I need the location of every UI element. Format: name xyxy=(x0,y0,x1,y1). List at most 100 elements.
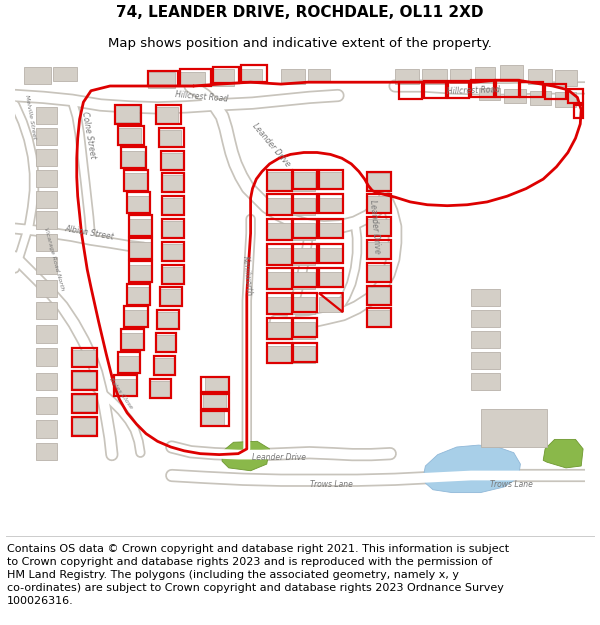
Polygon shape xyxy=(36,397,57,414)
Polygon shape xyxy=(148,72,175,88)
Polygon shape xyxy=(127,196,150,213)
Polygon shape xyxy=(450,69,471,83)
Polygon shape xyxy=(481,409,547,447)
Polygon shape xyxy=(205,377,228,392)
Polygon shape xyxy=(36,373,57,390)
Polygon shape xyxy=(238,69,262,83)
Polygon shape xyxy=(36,443,57,460)
Polygon shape xyxy=(25,67,51,84)
Polygon shape xyxy=(150,381,171,398)
Polygon shape xyxy=(36,302,57,319)
Polygon shape xyxy=(201,411,224,426)
Polygon shape xyxy=(267,248,290,264)
Polygon shape xyxy=(36,421,57,437)
Text: Contains OS data © Crown copyright and database right 2021. This information is : Contains OS data © Crown copyright and d… xyxy=(7,544,509,606)
Polygon shape xyxy=(124,173,148,191)
Polygon shape xyxy=(178,72,205,86)
Polygon shape xyxy=(267,272,290,289)
Polygon shape xyxy=(267,222,290,240)
Polygon shape xyxy=(36,211,57,229)
Polygon shape xyxy=(367,288,390,304)
Polygon shape xyxy=(267,322,290,339)
Polygon shape xyxy=(292,198,315,215)
Polygon shape xyxy=(162,266,184,284)
Text: Leander Drive: Leander Drive xyxy=(368,199,382,254)
Polygon shape xyxy=(157,312,179,329)
Polygon shape xyxy=(367,196,390,213)
Polygon shape xyxy=(155,335,176,352)
Polygon shape xyxy=(319,297,342,312)
Polygon shape xyxy=(319,248,342,262)
Polygon shape xyxy=(162,221,184,238)
Polygon shape xyxy=(319,198,342,213)
Polygon shape xyxy=(367,219,390,236)
Polygon shape xyxy=(36,348,57,366)
Polygon shape xyxy=(72,372,96,388)
Polygon shape xyxy=(292,171,315,191)
Polygon shape xyxy=(118,127,142,145)
Polygon shape xyxy=(127,288,150,304)
Polygon shape xyxy=(554,92,575,107)
Polygon shape xyxy=(319,272,342,288)
Text: Leander Drive: Leander Drive xyxy=(253,453,307,462)
Polygon shape xyxy=(267,346,290,363)
Polygon shape xyxy=(292,248,315,264)
Text: Vicarage Road North: Vicarage Road North xyxy=(43,227,65,291)
Polygon shape xyxy=(395,69,419,84)
Polygon shape xyxy=(292,322,315,339)
Polygon shape xyxy=(155,107,178,124)
Polygon shape xyxy=(36,257,57,274)
Polygon shape xyxy=(161,152,183,169)
Polygon shape xyxy=(543,439,583,468)
Polygon shape xyxy=(471,310,500,328)
Polygon shape xyxy=(471,331,500,348)
Polygon shape xyxy=(475,67,495,82)
Polygon shape xyxy=(162,198,184,215)
Polygon shape xyxy=(267,297,290,314)
Polygon shape xyxy=(129,242,152,259)
Polygon shape xyxy=(36,280,57,297)
Polygon shape xyxy=(115,105,139,122)
Text: Map shows position and indicative extent of the property.: Map shows position and indicative extent… xyxy=(108,37,492,49)
Polygon shape xyxy=(319,171,342,189)
Text: Hillcrest Road: Hillcrest Road xyxy=(447,85,500,96)
Polygon shape xyxy=(210,69,233,86)
Polygon shape xyxy=(504,89,526,103)
Text: Colne Street: Colne Street xyxy=(80,111,97,159)
Polygon shape xyxy=(554,70,577,86)
Polygon shape xyxy=(267,171,290,191)
Polygon shape xyxy=(72,418,96,434)
Polygon shape xyxy=(292,346,315,363)
Polygon shape xyxy=(114,379,137,396)
Polygon shape xyxy=(267,198,290,215)
Polygon shape xyxy=(292,222,315,240)
Polygon shape xyxy=(281,69,305,84)
Polygon shape xyxy=(36,191,57,208)
Polygon shape xyxy=(72,395,96,411)
Polygon shape xyxy=(36,149,57,166)
Text: Melville Street: Melville Street xyxy=(25,94,37,139)
Polygon shape xyxy=(422,69,447,84)
Polygon shape xyxy=(121,333,144,350)
Text: Trows Lane: Trows Lane xyxy=(490,480,533,489)
Polygon shape xyxy=(292,297,315,314)
Polygon shape xyxy=(367,310,390,328)
Polygon shape xyxy=(160,289,182,306)
Text: 74, LEANDER DRIVE, ROCHDALE, OL11 2XD: 74, LEANDER DRIVE, ROCHDALE, OL11 2XD xyxy=(116,5,484,20)
Polygon shape xyxy=(471,352,500,369)
Polygon shape xyxy=(118,356,140,373)
Text: Hillcrest Road: Hillcrest Road xyxy=(175,89,228,103)
Polygon shape xyxy=(129,264,152,282)
Polygon shape xyxy=(162,244,184,261)
Polygon shape xyxy=(53,67,77,81)
Polygon shape xyxy=(292,272,315,289)
Polygon shape xyxy=(36,234,57,251)
Polygon shape xyxy=(471,289,500,306)
Polygon shape xyxy=(479,88,500,100)
Polygon shape xyxy=(36,107,57,124)
Polygon shape xyxy=(72,350,96,366)
Polygon shape xyxy=(424,445,520,493)
Polygon shape xyxy=(367,264,390,282)
Polygon shape xyxy=(367,173,390,191)
Polygon shape xyxy=(319,222,342,238)
